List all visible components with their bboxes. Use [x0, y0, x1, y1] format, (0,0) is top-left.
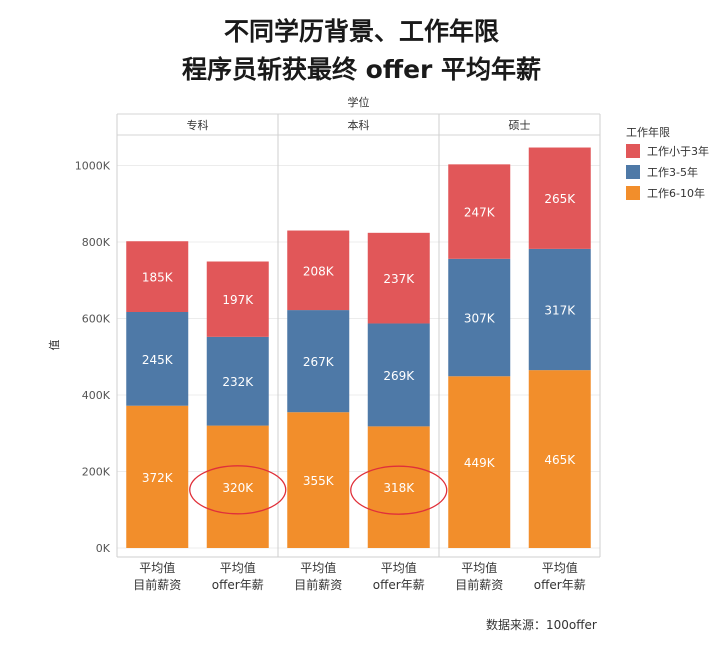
group-header: 硕士: [509, 119, 531, 132]
legend-label: 工作小于3年: [647, 144, 709, 158]
y-tick-label: 0K: [96, 542, 111, 555]
x-label-line2: offer年薪: [373, 578, 425, 592]
bar-segment: [367, 323, 430, 427]
y-tick-label: 600K: [82, 313, 111, 326]
bar-segment: [206, 425, 269, 548]
y-axis-label: 值: [48, 340, 61, 351]
highlight-circle: [350, 465, 448, 515]
bar-segment: [287, 310, 350, 413]
legend-label: 工作6-10年: [647, 186, 705, 200]
bar-segment: [287, 230, 350, 311]
bar-segment: [367, 426, 430, 548]
data-label: 465K: [544, 453, 576, 467]
x-label-line2: offer年薪: [534, 578, 586, 592]
bar-segment: [528, 370, 591, 548]
highlight-circle: [189, 465, 287, 515]
data-label: 197K: [222, 293, 254, 307]
x-label-line1: 平均值: [461, 560, 497, 575]
data-label: 208K: [303, 264, 335, 278]
bar-segment: [528, 248, 591, 371]
y-tick-label: 400K: [82, 389, 111, 402]
data-label: 267K: [303, 355, 335, 369]
bar-segment: [448, 258, 511, 377]
legend-title: 工作年限: [626, 125, 670, 139]
data-label: 265K: [544, 192, 576, 206]
data-label: 320K: [222, 481, 254, 495]
chart-title-line-2: 程序员斩获最终 offer 平均年薪: [181, 55, 542, 84]
x-label-line2: 目前薪资: [133, 577, 181, 592]
data-label: 372K: [142, 471, 174, 485]
x-label-line1: 平均值: [542, 560, 578, 575]
data-source-caption: 数据来源：100offer: [486, 618, 597, 632]
bar-segment: [448, 164, 511, 259]
y-tick-label: 800K: [82, 236, 111, 249]
data-label: 307K: [464, 312, 496, 326]
x-label-line2: 目前薪资: [455, 577, 503, 592]
data-label: 185K: [142, 271, 174, 285]
y-tick-label: 1000K: [75, 160, 111, 173]
legend-swatch: [626, 165, 640, 179]
data-label: 355K: [303, 474, 335, 488]
x-label-line2: offer年薪: [212, 578, 264, 592]
bar-segment: [367, 232, 430, 324]
data-label: 317K: [544, 304, 576, 318]
legend-label: 工作3-5年: [647, 165, 698, 179]
bar-segment: [126, 241, 189, 312]
data-label: 318K: [383, 481, 415, 495]
x-label-line2: 目前薪资: [294, 577, 342, 592]
group-header: 本科: [348, 118, 370, 132]
bar-segment: [448, 376, 511, 548]
bar-segment: [528, 147, 591, 249]
data-label: 237K: [383, 272, 415, 286]
legend-swatch: [626, 144, 640, 158]
x-label-line1: 平均值: [300, 560, 336, 575]
legend-swatch: [626, 186, 640, 200]
column-header: 学位: [348, 95, 370, 109]
bar-segment: [206, 261, 269, 337]
bar-segment: [126, 311, 189, 406]
data-label: 247K: [464, 206, 496, 220]
bar-segment: [287, 412, 350, 548]
chart-title-line-1: 不同学历背景、工作年限: [223, 17, 499, 46]
data-label: 269K: [383, 369, 415, 383]
y-tick-label: 200K: [82, 466, 111, 479]
x-label-line1: 平均值: [139, 560, 175, 575]
x-label-line1: 平均值: [220, 560, 256, 575]
group-header: 专科: [187, 118, 209, 132]
x-label-line1: 平均值: [381, 560, 417, 575]
data-label: 232K: [222, 375, 254, 389]
bar-segment: [126, 405, 189, 548]
bar-segment: [206, 336, 269, 426]
data-label: 245K: [142, 353, 174, 367]
data-label: 449K: [464, 456, 496, 470]
